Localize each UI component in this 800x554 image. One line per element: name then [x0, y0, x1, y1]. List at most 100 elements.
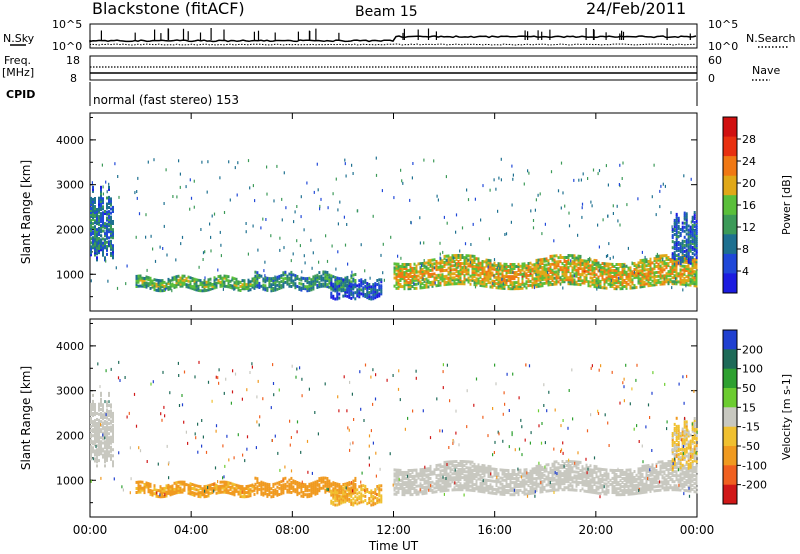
power-cell	[312, 279, 315, 283]
velocity-cell	[356, 488, 359, 492]
velocity-cell	[346, 498, 349, 502]
velocity-cell	[187, 483, 190, 487]
velocity-cell	[483, 466, 486, 470]
power-cell	[354, 279, 357, 282]
power-cell	[423, 269, 426, 273]
power-cell	[372, 283, 375, 287]
power-cell	[545, 281, 548, 285]
power-cell	[513, 287, 516, 291]
power-cell	[681, 243, 684, 247]
power-cell	[565, 260, 568, 263]
power-cell	[535, 275, 538, 278]
power-cell	[298, 285, 301, 289]
power-speckle	[422, 277, 424, 281]
power-cell	[517, 287, 520, 291]
power-cell	[179, 276, 182, 280]
power-cell	[693, 213, 696, 216]
power-cell	[609, 266, 612, 270]
power-speckle	[401, 179, 403, 183]
power-cell	[239, 280, 242, 284]
velocity-cell	[409, 489, 412, 493]
velocity-cell	[352, 497, 355, 501]
power-cell	[330, 274, 333, 278]
power-cell	[687, 252, 690, 256]
velocity-cell	[511, 469, 514, 472]
velocity-cell	[491, 489, 494, 493]
power-cell	[338, 286, 341, 290]
power-cell	[288, 284, 291, 288]
velocity-cell	[245, 485, 248, 488]
power-cell	[547, 259, 550, 263]
power-cell	[549, 277, 552, 281]
power-cell	[102, 245, 104, 249]
velocity-cell	[445, 466, 448, 470]
power-speckle	[220, 254, 222, 258]
velocity-cell	[223, 480, 226, 484]
power-cell	[108, 242, 110, 246]
power-cell	[191, 277, 194, 280]
power-cell	[693, 229, 696, 233]
velocity-cell	[100, 430, 102, 434]
power-cell	[675, 280, 678, 284]
power-cell	[338, 296, 341, 300]
velocity-cell	[445, 468, 448, 472]
power-cell	[539, 258, 542, 262]
velocity-cell	[439, 465, 442, 469]
velocity-cell	[201, 493, 204, 497]
power-cell	[477, 269, 480, 273]
power-cell	[199, 283, 202, 287]
power-cell	[617, 285, 620, 289]
velocity-cell	[366, 502, 369, 506]
power-cell	[673, 243, 676, 247]
velocity-cell	[378, 500, 381, 504]
velocity-cell	[529, 473, 532, 477]
power-cell	[241, 279, 244, 283]
velocity-cell	[171, 488, 174, 492]
power-cell	[330, 285, 333, 289]
velocity-cell	[358, 491, 361, 495]
velocity-cell	[507, 475, 510, 478]
power-cell	[106, 204, 108, 208]
power-cell	[266, 286, 269, 290]
power-cell	[669, 272, 672, 276]
velocity-cell	[445, 488, 448, 492]
velocity-cell	[513, 471, 516, 474]
velocity-cell	[360, 500, 363, 504]
power-cell	[509, 269, 512, 273]
velocity-cell	[326, 479, 329, 482]
velocity-cell	[511, 471, 514, 474]
power-cell	[679, 244, 682, 248]
velocity-cell	[495, 480, 498, 484]
power-cell	[463, 282, 466, 286]
velocity-cell	[515, 477, 518, 480]
power-speckle	[185, 185, 187, 189]
power-speckle	[675, 222, 677, 226]
velocity-cell	[443, 479, 446, 482]
power-cell	[439, 261, 442, 265]
velocity-cell	[425, 489, 428, 493]
velocity-cell	[334, 497, 337, 501]
power-speckle	[292, 252, 294, 256]
power-cell	[292, 283, 295, 287]
power-cell	[326, 277, 329, 281]
velocity-cell	[346, 496, 349, 500]
power-cell	[98, 245, 100, 249]
power-cell	[599, 281, 602, 285]
power-cell	[665, 274, 668, 278]
power-cell	[505, 275, 508, 278]
power-cell	[497, 278, 500, 282]
power-cell	[296, 285, 299, 288]
power-cell	[575, 262, 578, 266]
velocity-cell	[489, 491, 492, 495]
power-cell	[151, 285, 154, 289]
power-cell	[415, 270, 418, 274]
power-speckle	[266, 165, 268, 169]
power-speckle	[663, 277, 665, 281]
velocity-cell	[473, 464, 476, 468]
velocity-cell	[90, 413, 92, 416]
power-cell	[439, 267, 442, 271]
power-cell	[477, 263, 480, 267]
power-cell	[143, 283, 146, 287]
power-cell	[501, 282, 504, 286]
velocity-cell	[507, 473, 510, 476]
